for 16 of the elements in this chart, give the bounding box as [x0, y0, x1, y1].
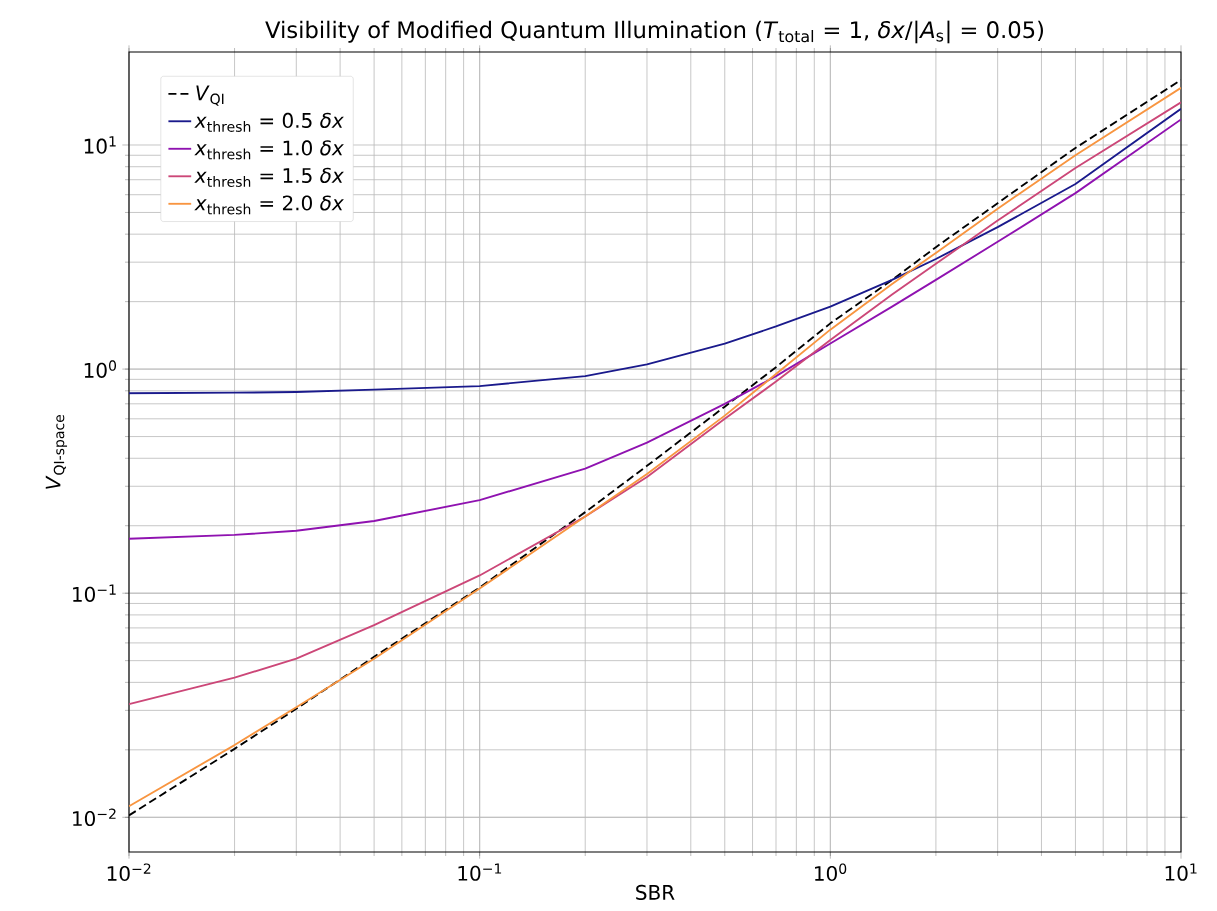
y-tick-label: 10$^{0}$ — [84, 360, 117, 378]
x-tick-label: 10$^{1}$ — [1165, 863, 1197, 881]
legend-label: x$_{thresh}$ = 0.5 δx — [194, 112, 344, 132]
x-tick-label: 10$^{−1}$ — [458, 863, 502, 881]
legend-label: x$_{thresh}$ = 1.0 δx — [194, 140, 344, 160]
y-tick-label: 10$^{−1}$ — [73, 584, 116, 602]
y-tick-label: 10$^{−2}$ — [73, 808, 116, 827]
x-tick-label: 10$^{0}$ — [815, 863, 847, 882]
legend-label: x$_{thresh}$ = 1.5 δx — [194, 167, 344, 187]
y-tick-label: 10$^{1}$ — [84, 136, 116, 154]
legend-label: V$_{QI}$ — [196, 85, 224, 106]
chart-title: Visibility of Modified Quantum Illumination (T$_{total}$ = 1, δx/|A$_{s}$| = 0.05) — [265, 20, 1043, 44]
x-axis-title: SBR — [636, 884, 675, 900]
x-tick-label: 10$^{−2}$ — [107, 863, 151, 882]
legend-label: x$_{thresh}$ = 2.0 δx — [194, 195, 344, 215]
y-axis-title: V$_{QI-space}$ — [45, 415, 68, 489]
